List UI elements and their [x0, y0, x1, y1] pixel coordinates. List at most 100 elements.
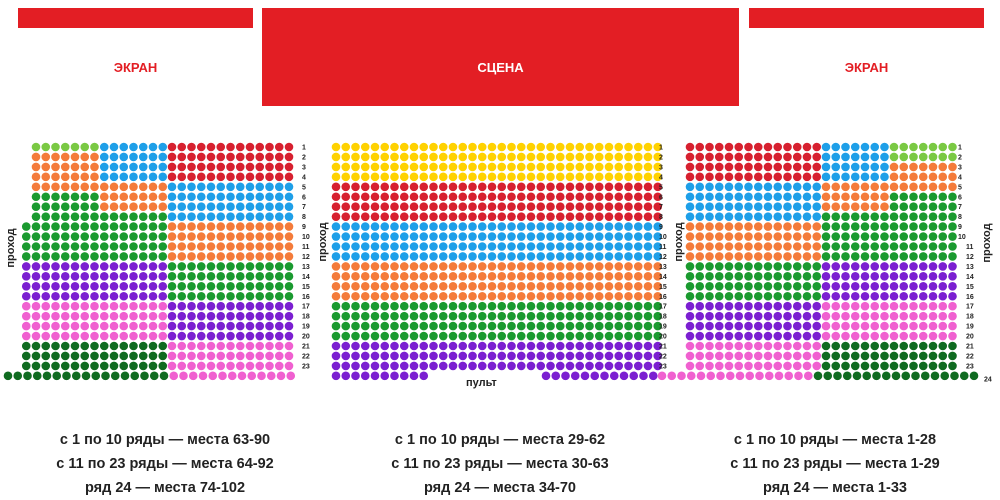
- seat-center[interactable]: [526, 351, 536, 361]
- seat-center[interactable]: [429, 282, 438, 291]
- seat-center[interactable]: [585, 252, 594, 261]
- seat-right-a[interactable]: [705, 331, 714, 341]
- seat-right-c[interactable]: [889, 222, 899, 231]
- seat-left-a[interactable]: [21, 262, 31, 271]
- seat-center[interactable]: [370, 182, 380, 192]
- seat-right-a[interactable]: [773, 192, 783, 202]
- seat-left-b[interactable]: [119, 301, 129, 311]
- seat-left-c[interactable]: [265, 232, 274, 241]
- seat-right-a[interactable]: [812, 272, 822, 281]
- seat-left-row24[interactable]: [237, 371, 247, 381]
- seat-left-c[interactable]: [216, 351, 226, 361]
- seat-right-a[interactable]: [783, 351, 792, 361]
- seat-center[interactable]: [624, 321, 633, 331]
- seat-left-a[interactable]: [90, 351, 99, 361]
- seat-center[interactable]: [604, 212, 614, 221]
- seat-left-a[interactable]: [60, 172, 70, 182]
- seat-left-c[interactable]: [274, 202, 284, 211]
- seat-left-b[interactable]: [99, 212, 109, 221]
- seat-left-b[interactable]: [129, 192, 138, 202]
- seat-center[interactable]: [604, 182, 614, 192]
- seat-left-c[interactable]: [235, 192, 245, 202]
- seat-left-b[interactable]: [129, 162, 138, 172]
- seat-right-c[interactable]: [899, 182, 909, 192]
- seat-center[interactable]: [497, 192, 507, 202]
- seat-right-b[interactable]: [850, 361, 860, 371]
- seat-left-b[interactable]: [99, 182, 109, 192]
- seat-center[interactable]: [624, 232, 633, 241]
- seat-center[interactable]: [419, 242, 429, 251]
- seat-center[interactable]: [516, 222, 526, 231]
- seat-center[interactable]: [331, 242, 341, 251]
- seat-center-row24[interactable]: [629, 371, 639, 381]
- seat-right-b[interactable]: [841, 321, 850, 331]
- seat-center[interactable]: [565, 262, 575, 271]
- seat-left-b[interactable]: [158, 262, 168, 271]
- seat-right-a[interactable]: [783, 192, 792, 202]
- seat-left-c[interactable]: [216, 242, 226, 251]
- seat-right-c[interactable]: [918, 162, 928, 172]
- seat-center[interactable]: [614, 152, 624, 162]
- seat-left-c[interactable]: [274, 272, 284, 281]
- seat-center[interactable]: [614, 262, 624, 271]
- seat-center[interactable]: [565, 321, 575, 331]
- seat-center[interactable]: [614, 301, 624, 311]
- seat-left-c[interactable]: [265, 162, 274, 172]
- seat-left-a[interactable]: [60, 162, 70, 172]
- seat-left-c[interactable]: [187, 262, 196, 271]
- seat-left-c[interactable]: [196, 272, 206, 281]
- seat-center[interactable]: [477, 152, 487, 162]
- seat-center[interactable]: [438, 331, 448, 341]
- seat-center[interactable]: [468, 212, 477, 221]
- seat-left-c[interactable]: [284, 192, 294, 202]
- seat-center[interactable]: [351, 262, 360, 271]
- seat-left-c[interactable]: [177, 321, 187, 331]
- seat-center[interactable]: [633, 291, 643, 301]
- seat-left-a[interactable]: [21, 341, 31, 351]
- seat-right-a[interactable]: [802, 232, 812, 241]
- seat-center[interactable]: [360, 262, 370, 271]
- seat-center[interactable]: [351, 222, 360, 231]
- seat-right-a[interactable]: [695, 301, 705, 311]
- seat-left-c[interactable]: [284, 331, 294, 341]
- seat-center[interactable]: [536, 272, 546, 281]
- seat-right-c[interactable]: [909, 232, 918, 241]
- seat-left-c[interactable]: [167, 182, 177, 192]
- seat-left-a[interactable]: [60, 242, 70, 251]
- seat-left-b[interactable]: [158, 232, 168, 241]
- seat-center[interactable]: [458, 232, 468, 241]
- seat-center[interactable]: [575, 172, 585, 182]
- seat-right-b[interactable]: [831, 351, 841, 361]
- seat-left-c[interactable]: [245, 232, 255, 241]
- seat-center[interactable]: [380, 222, 390, 231]
- seat-center[interactable]: [438, 262, 448, 271]
- seat-right-c[interactable]: [909, 142, 918, 152]
- seat-left-c[interactable]: [167, 361, 177, 371]
- seat-center[interactable]: [585, 182, 594, 192]
- seat-right-a[interactable]: [753, 152, 763, 162]
- seat-right-b[interactable]: [880, 192, 889, 202]
- seat-right-b[interactable]: [880, 341, 889, 351]
- seat-center[interactable]: [565, 361, 575, 371]
- seat-center[interactable]: [399, 192, 409, 202]
- seat-center[interactable]: [585, 331, 594, 341]
- seat-right-b[interactable]: [831, 232, 841, 241]
- seat-right-a[interactable]: [753, 232, 763, 241]
- seat-center[interactable]: [390, 321, 399, 331]
- seat-center[interactable]: [448, 192, 458, 202]
- seat-left-c[interactable]: [187, 162, 196, 172]
- seat-left-c[interactable]: [226, 351, 235, 361]
- seat-left-a[interactable]: [31, 232, 41, 241]
- seat-left-c[interactable]: [245, 361, 255, 371]
- seat-left-c[interactable]: [167, 232, 177, 241]
- seat-left-c[interactable]: [187, 242, 196, 251]
- seat-center[interactable]: [380, 311, 390, 321]
- seat-center[interactable]: [458, 361, 468, 371]
- seat-left-c[interactable]: [255, 341, 265, 351]
- seat-right-b[interactable]: [870, 142, 880, 152]
- seat-center[interactable]: [477, 361, 487, 371]
- seat-right-a[interactable]: [812, 242, 822, 251]
- seat-right-c[interactable]: [948, 301, 957, 311]
- seat-right-a[interactable]: [802, 172, 812, 182]
- seat-left-b[interactable]: [99, 162, 109, 172]
